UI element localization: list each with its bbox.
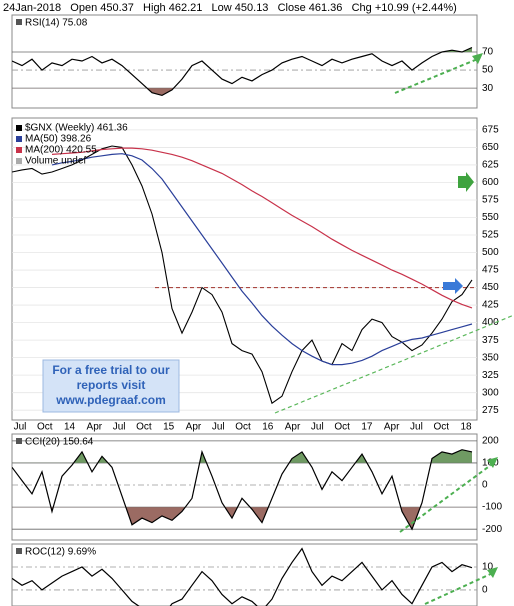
series-line (12, 547, 473, 606)
legend-label: MA(50) 398.26 (25, 134, 92, 145)
x-tick-label: Jul (14, 422, 27, 433)
panel-title: ROC(12) 9.69% (25, 547, 96, 558)
arrow-head (472, 53, 483, 64)
y-tick-label: 475 (482, 265, 499, 276)
legend-swatch (16, 438, 22, 444)
trend-line (424, 571, 496, 605)
legend-label: MA(200) 420.55 (25, 145, 97, 156)
panel-frame (11, 117, 478, 421)
y-tick-label: 500 (482, 247, 499, 258)
x-tick-label: 16 (262, 422, 274, 433)
legend-swatch (16, 548, 22, 554)
x-tick-label: Apr (285, 422, 301, 433)
legend-label: $GNX (Weekly) 461.36 (25, 123, 128, 134)
overbought-fill (73, 449, 472, 463)
x-tick-label: Apr (87, 422, 103, 433)
header: 24Jan-2018 Open 450.37 High 462.21 Low 4… (3, 2, 457, 14)
y-tick-label: 450 (482, 282, 499, 293)
x-tick-label: Oct (37, 422, 53, 433)
y-tick-label: 625 (482, 160, 499, 171)
y-tick-label: 70 (482, 47, 494, 58)
x-tick-label: Oct (433, 422, 449, 433)
y-tick-label: 10 (482, 562, 494, 573)
y-tick-label: 50 (482, 65, 494, 76)
y-tick-label: 0 (482, 480, 488, 491)
trend-line (394, 57, 481, 94)
y-tick-label: -100 (482, 502, 502, 513)
trend-line (274, 314, 514, 414)
x-tick-label: Oct (136, 422, 152, 433)
x-tick-label: Oct (235, 422, 251, 433)
panel-title: CCI(20) 150.64 (25, 437, 94, 448)
y-tick-label: 550 (482, 212, 499, 223)
y-tick-label: 275 (482, 405, 499, 416)
x-tick-label: Jul (212, 422, 225, 433)
y-tick-label: -200 (482, 524, 502, 535)
x-tick-label: Apr (384, 422, 400, 433)
promo-text: For a free trial to our (52, 363, 170, 377)
trend-line (399, 461, 496, 533)
panel-frame (11, 543, 478, 606)
y-tick-label: 425 (482, 300, 499, 311)
x-tick-label: 17 (361, 422, 373, 433)
x-tick-label: Oct (334, 422, 350, 433)
series-line (51, 153, 473, 366)
legend-label: Volume undef (25, 156, 86, 167)
y-tick-label: 200 (482, 435, 499, 446)
x-tick-label: Apr (186, 422, 202, 433)
arrow-green (458, 172, 474, 192)
arrow-head (487, 457, 498, 468)
y-tick-label: 375 (482, 335, 499, 346)
y-tick-label: 300 (482, 387, 499, 398)
y-tick-label: 575 (482, 195, 499, 206)
x-tick-label: Jul (410, 422, 423, 433)
y-tick-label: 0 (482, 585, 488, 596)
arrow-blue (443, 278, 463, 294)
y-tick-label: 350 (482, 352, 499, 363)
panel-title: RSI(14) 75.08 (25, 18, 88, 29)
legend-swatch (16, 136, 22, 142)
series-line (12, 145, 473, 405)
y-tick-label: 30 (482, 83, 494, 94)
y-tick-label: 325 (482, 370, 499, 381)
x-tick-label: 18 (460, 422, 472, 433)
panel-frame (11, 433, 478, 541)
promo-box (42, 359, 180, 413)
y-tick-label: 675 (482, 125, 499, 136)
legend-swatch (16, 158, 22, 164)
y-tick-label: 600 (482, 177, 499, 188)
y-tick-label: 525 (482, 230, 499, 241)
arrow-head (487, 567, 498, 578)
promo-text: www.pdegraaf.com (55, 393, 166, 407)
series-line (12, 46, 473, 97)
x-tick-label: Jul (113, 422, 126, 433)
legend-swatch (16, 125, 22, 131)
legend-swatch (16, 147, 22, 153)
series-line (12, 449, 473, 531)
promo-text: reports visit (77, 378, 146, 392)
y-tick-label: 650 (482, 142, 499, 153)
y-tick-label: 400 (482, 317, 499, 328)
legend-swatch (16, 19, 22, 25)
x-tick-label: 14 (64, 422, 76, 433)
x-tick-label: Jul (311, 422, 324, 433)
x-tick-label: 15 (163, 422, 175, 433)
series-line (51, 147, 473, 309)
